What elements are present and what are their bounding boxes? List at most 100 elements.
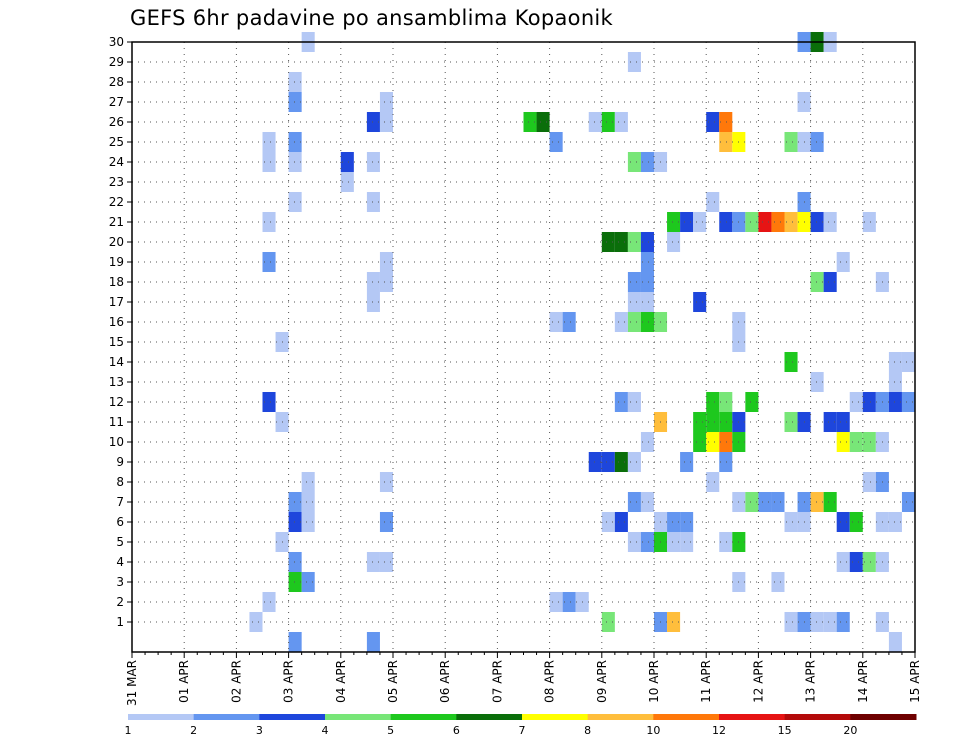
heatmap-cell bbox=[379, 472, 393, 492]
y-tick-label: 26 bbox=[109, 115, 124, 129]
x-tick-label: 10 APR bbox=[647, 660, 661, 703]
heatmap-cell bbox=[888, 372, 902, 392]
colorbar-label: 10 bbox=[646, 724, 660, 737]
heatmap-cell bbox=[379, 92, 393, 112]
y-tick-label: 12 bbox=[109, 395, 124, 409]
heatmap-cell bbox=[640, 152, 654, 172]
heatmap-cell bbox=[549, 312, 563, 332]
heatmap-cell bbox=[640, 432, 654, 452]
colorbar-label: 3 bbox=[256, 724, 263, 737]
heatmap-cell bbox=[719, 212, 733, 232]
heatmap-cell bbox=[680, 532, 694, 552]
heatmap-cell bbox=[379, 272, 393, 292]
x-tick-label: 14 APR bbox=[856, 660, 870, 703]
heatmap-cell bbox=[693, 212, 707, 232]
heatmap-cell bbox=[888, 512, 902, 532]
heatmap-cell bbox=[627, 52, 641, 72]
colorbar-swatch bbox=[259, 714, 326, 720]
heatmap-cell bbox=[627, 452, 641, 472]
colorbar-label: 2 bbox=[190, 724, 197, 737]
heatmap-cell bbox=[719, 452, 733, 472]
heatmap-cell bbox=[262, 212, 276, 232]
heatmap-cell bbox=[301, 512, 315, 532]
heatmap-cell bbox=[784, 512, 798, 532]
x-tick-label: 05 APR bbox=[386, 660, 400, 703]
y-tick-label: 13 bbox=[109, 375, 124, 389]
x-tick-label: 15 APR bbox=[908, 660, 922, 703]
y-tick-label: 16 bbox=[109, 315, 124, 329]
heatmap-cell bbox=[810, 372, 824, 392]
heatmap-cell bbox=[862, 212, 876, 232]
y-tick-label: 28 bbox=[109, 75, 124, 89]
heatmap-cell bbox=[366, 552, 380, 572]
colorbar-swatch bbox=[456, 714, 523, 720]
y-tick-label: 23 bbox=[109, 175, 124, 189]
colorbar-swatch bbox=[784, 714, 851, 720]
colorbar-swatch bbox=[390, 714, 457, 720]
heatmap-cell bbox=[667, 212, 681, 232]
heatmap-cell bbox=[640, 232, 654, 252]
colorbar-label: 7 bbox=[519, 724, 526, 737]
x-tick-label: 08 APR bbox=[543, 660, 557, 703]
x-tick-label: 11 APR bbox=[699, 660, 713, 703]
y-tick-label: 7 bbox=[116, 495, 124, 509]
y-tick-label: 17 bbox=[109, 295, 124, 309]
y-tick-label: 3 bbox=[116, 575, 124, 589]
heatmap-cell bbox=[627, 292, 641, 312]
y-tick-label: 22 bbox=[109, 195, 124, 209]
heatmap-cell bbox=[288, 572, 302, 592]
y-tick-label: 5 bbox=[116, 535, 124, 549]
heatmap-cell bbox=[693, 292, 707, 312]
heatmap-cell bbox=[288, 552, 302, 572]
heatmap-cell bbox=[627, 492, 641, 512]
heatmap-cell bbox=[836, 512, 850, 532]
colorbar-swatch bbox=[850, 714, 917, 720]
heatmap-cell bbox=[706, 192, 720, 212]
heatmap-cell bbox=[719, 532, 733, 552]
colorbar: 1 2 3 4 5 6 7 8 10 12 15 20 bbox=[125, 714, 917, 737]
heatmap-cell bbox=[549, 132, 563, 152]
heatmap-cell bbox=[771, 572, 785, 592]
heatmap-cell bbox=[366, 272, 380, 292]
heatmap-cell bbox=[549, 592, 563, 612]
heatmap-cell bbox=[366, 632, 380, 652]
colorbar-swatch bbox=[193, 714, 260, 720]
x-tick-label: 12 APR bbox=[751, 660, 765, 703]
heatmap-cell bbox=[810, 272, 824, 292]
heatmap-cell bbox=[836, 552, 850, 572]
heatmap-cell bbox=[771, 212, 785, 232]
colorbar-label: 15 bbox=[778, 724, 792, 737]
heatmap-cell bbox=[706, 472, 720, 492]
y-tick-label: 27 bbox=[109, 95, 124, 109]
heatmap-cells bbox=[249, 32, 915, 652]
heatmap-cell bbox=[667, 232, 681, 252]
heatmap-cell bbox=[719, 412, 733, 432]
heatmap-cell bbox=[667, 612, 681, 632]
heatmap-cell bbox=[745, 492, 759, 512]
colorbar-swatch bbox=[587, 714, 654, 720]
heatmap-cell bbox=[288, 72, 302, 92]
x-tick-label: 06 APR bbox=[438, 660, 452, 703]
x-tick-label: 02 APR bbox=[229, 660, 243, 703]
heatmap-cell bbox=[301, 572, 315, 592]
heatmap-cell bbox=[262, 152, 276, 172]
heatmap-cell bbox=[366, 292, 380, 312]
heatmap-cell bbox=[719, 112, 733, 132]
heatmap-cell bbox=[823, 412, 837, 432]
heatmap-cell bbox=[601, 112, 615, 132]
heatmap-cell bbox=[627, 272, 641, 292]
heatmap-cell bbox=[888, 632, 902, 652]
heatmap-cell bbox=[810, 132, 824, 152]
heatmap-cell bbox=[536, 112, 550, 132]
colorbar-label: 1 bbox=[125, 724, 132, 737]
y-tick-label: 6 bbox=[116, 515, 124, 529]
colorbar-label: 12 bbox=[712, 724, 726, 737]
heatmap-cell bbox=[823, 212, 837, 232]
heatmap-cell bbox=[601, 452, 615, 472]
y-tick-label: 15 bbox=[109, 335, 124, 349]
heatmap-cell bbox=[379, 512, 393, 532]
heatmap-cell bbox=[601, 232, 615, 252]
y-tick-label: 24 bbox=[109, 155, 124, 169]
colorbar-label: 8 bbox=[584, 724, 591, 737]
heatmap-cell bbox=[719, 392, 733, 412]
